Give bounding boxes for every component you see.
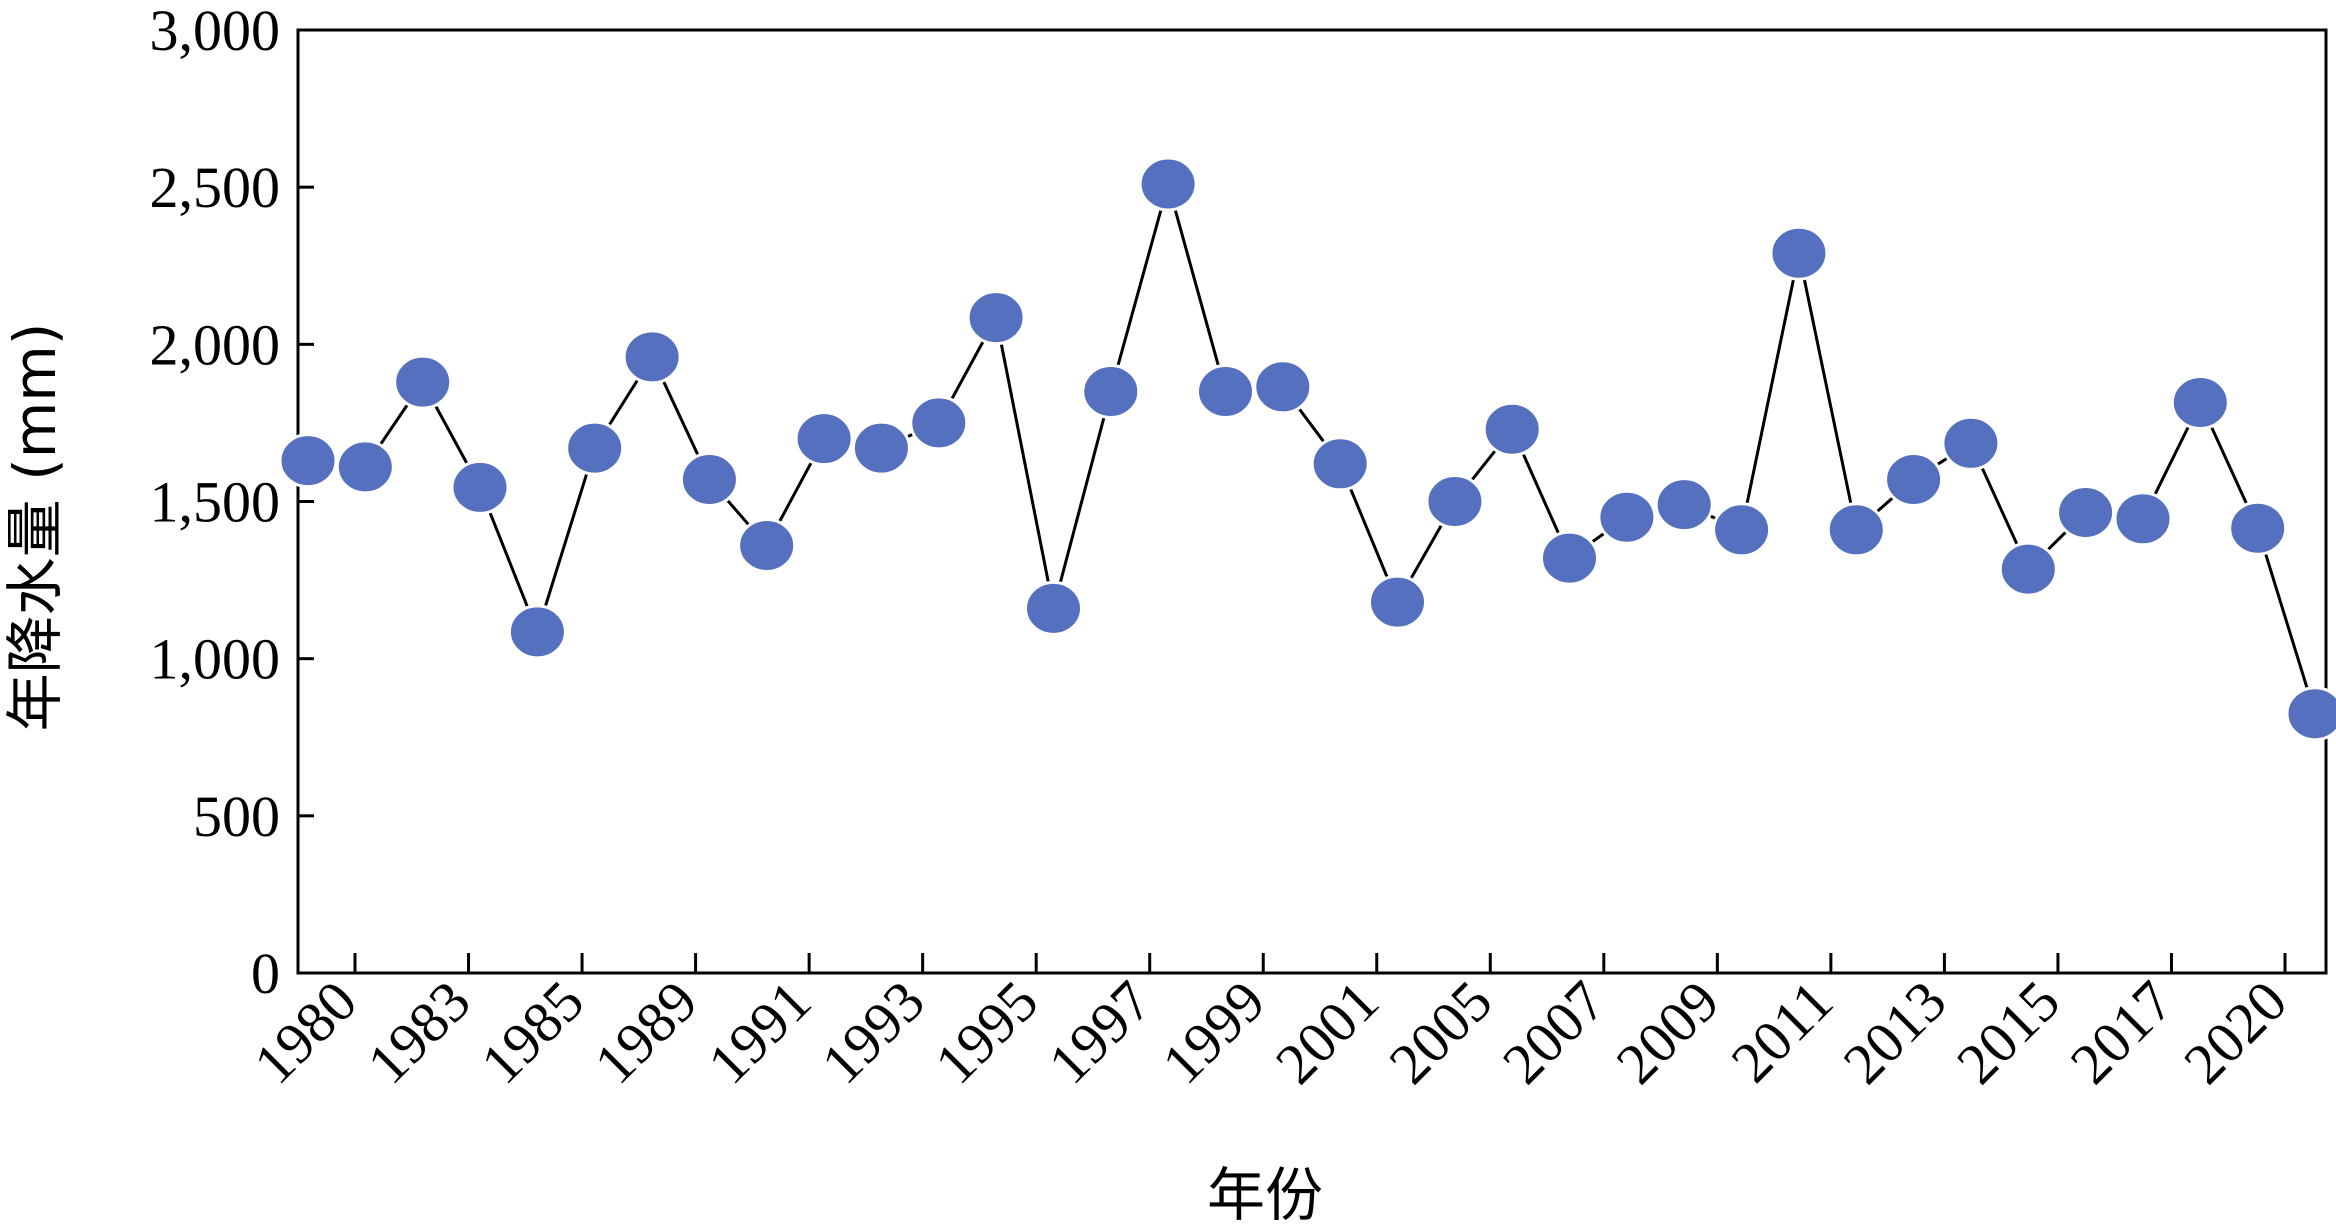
plot-frame xyxy=(296,28,2328,975)
data-point xyxy=(1597,489,1657,545)
data-point xyxy=(335,439,395,495)
x-tick-label: 2020 xyxy=(2171,968,2299,1096)
x-tick-label: 2011 xyxy=(1719,968,1845,1094)
x-tick-label: 2005 xyxy=(1377,968,1505,1096)
x-tick-label: 1989 xyxy=(582,968,710,1096)
data-point xyxy=(1425,474,1485,529)
data-point xyxy=(966,290,1026,346)
data-point xyxy=(450,459,510,515)
x-tick-label: 2001 xyxy=(1263,968,1391,1096)
y-tick-label: 1,500 xyxy=(150,470,281,535)
data-point xyxy=(1884,452,1944,507)
y-tick-label: 2,000 xyxy=(150,312,281,377)
data-point xyxy=(1540,530,1599,586)
data-point xyxy=(393,354,453,410)
data-point xyxy=(1253,359,1313,415)
data-point xyxy=(1998,541,2058,597)
x-tick-label: 1997 xyxy=(1036,968,1164,1096)
x-tick-label: 2009 xyxy=(1604,968,1732,1096)
data-point xyxy=(565,420,625,476)
y-tick-label: 2,500 xyxy=(150,155,281,220)
data-point xyxy=(1310,436,1370,492)
x-tick-label: 2013 xyxy=(1831,968,1959,1096)
x-tick-label: 2015 xyxy=(1944,968,2072,1096)
x-tick-label: 1983 xyxy=(355,968,483,1096)
data-point xyxy=(737,518,797,573)
y-tick-label: 500 xyxy=(193,784,280,849)
data-point xyxy=(1654,477,1714,533)
data-point xyxy=(2285,686,2336,742)
x-tick-label: 1995 xyxy=(922,968,1050,1096)
plot-border xyxy=(296,28,2328,975)
y-axis: 0 500 1,000 1,500 2,000 2,500 3,000 xyxy=(150,0,314,1006)
x-tick-label: 2017 xyxy=(2058,968,2186,1096)
data-point xyxy=(2170,375,2230,430)
data-point xyxy=(794,411,854,467)
data-point xyxy=(1196,364,1255,419)
data-point xyxy=(1712,502,1772,558)
x-tick-label: 1991 xyxy=(695,968,823,1096)
data-point xyxy=(1081,364,1141,419)
y-axis-title: 年降水量 (mm) xyxy=(1,323,69,732)
data-point xyxy=(1138,156,1198,212)
x-axis-title: 年份 xyxy=(1207,1161,1323,1224)
data-point xyxy=(1769,225,1829,281)
data-point xyxy=(622,329,682,385)
x-tick-label: 1993 xyxy=(809,968,937,1096)
x-tick-label: 2007 xyxy=(1490,968,1618,1096)
data-point xyxy=(2113,491,2173,547)
data-point xyxy=(1941,415,2001,471)
data-point xyxy=(1368,574,1427,630)
y-tick-label: 1,000 xyxy=(150,627,281,692)
data-point xyxy=(1826,502,1886,558)
data-point xyxy=(909,395,969,451)
data-point xyxy=(2228,500,2288,556)
y-tick-label: 0 xyxy=(251,941,280,1006)
data-point xyxy=(679,452,739,507)
x-tick-label: 1985 xyxy=(468,968,596,1096)
data-point xyxy=(851,420,911,476)
x-tick-label: 1999 xyxy=(1149,968,1277,1096)
y-tick-label: 3,000 xyxy=(150,0,281,63)
data-point xyxy=(1482,401,1542,457)
data-points xyxy=(278,156,2336,742)
data-point xyxy=(1024,580,1083,636)
data-point xyxy=(2056,485,2116,540)
data-point xyxy=(278,433,338,489)
data-point xyxy=(507,604,567,660)
